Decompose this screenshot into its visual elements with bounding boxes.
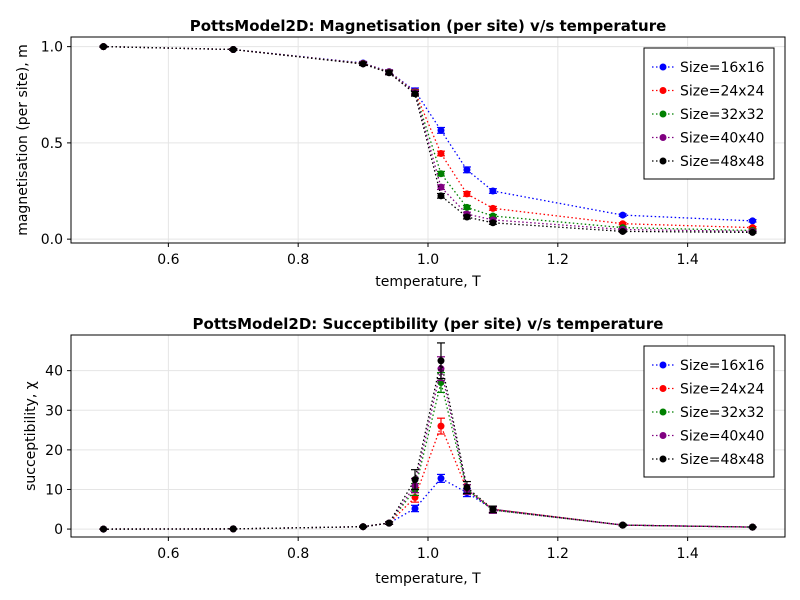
legend-marker [659, 408, 667, 416]
legend-marker [659, 63, 667, 71]
legend-label: Size=24x24 [680, 84, 764, 100]
series-Size=48x48 [99, 342, 757, 533]
x-tick-label: 0.8 [287, 546, 309, 562]
x-tick-label: 1.2 [547, 252, 569, 268]
legend-label: Size=16x16 [680, 358, 764, 374]
data-point [229, 46, 237, 54]
legend-label: Size=40x40 [680, 131, 764, 147]
data-point [385, 519, 393, 527]
x-tick-label: 1.0 [417, 546, 439, 562]
data-point [489, 505, 497, 513]
chart-title: PottsModel2D: Succeptibility (per site) … [193, 315, 664, 333]
y-tick-label: 30 [45, 403, 63, 419]
chart-title: PottsModel2D: Magnetisation (per site) v… [190, 17, 667, 35]
x-axis-label: temperature, T [375, 274, 481, 290]
data-point [463, 166, 471, 174]
legend-marker [659, 385, 667, 392]
legend-label: Size=40x40 [680, 429, 764, 445]
legend-marker [659, 157, 667, 165]
x-axis-label: temperature, T [375, 571, 481, 587]
data-point [411, 90, 419, 98]
y-tick-label: 0 [54, 522, 63, 538]
x-tick-label: 1.0 [417, 252, 439, 268]
series-line [103, 368, 753, 530]
x-tick-label: 1.4 [677, 546, 699, 562]
legend: Size=16x16 Size=24x24 Size=32x32 Size=40x40… [643, 47, 775, 180]
x-tick-label: 0.8 [287, 252, 309, 268]
data-point [99, 43, 107, 51]
x-tick-label: 1.4 [677, 252, 699, 268]
data-point [99, 525, 107, 533]
legend-marker [659, 361, 667, 369]
x-tick-label: 1.2 [547, 546, 569, 562]
legend-label: Size=32x32 [680, 405, 764, 421]
legend: Size=16x16 Size=24x24 Size=32x32 Size=40x40… [643, 345, 775, 478]
y-axis-label: succeptibility, χ [23, 381, 39, 491]
data-point [437, 170, 445, 178]
y-tick-label: 1.0 [41, 40, 63, 56]
chart-panel-2: 0.6 0.8 1.0 1.2 1.4 0 10 20 30 40 PottsModel2D: Su… [23, 315, 786, 587]
y-tick-label: 40 [45, 364, 63, 380]
data-point [385, 69, 393, 77]
series-line [103, 360, 753, 530]
series-Size=48x48 [99, 43, 757, 236]
y-tick-label: 10 [45, 482, 63, 498]
data-point [411, 476, 419, 484]
y-tick-label: 0.5 [41, 136, 63, 152]
data-point [411, 504, 419, 512]
data-point [437, 149, 445, 157]
data-point [749, 217, 757, 225]
x-tick-label: 0.6 [157, 546, 179, 562]
legend-marker [659, 455, 667, 463]
data-point [749, 523, 757, 531]
data-point [437, 192, 445, 200]
data-point [437, 357, 445, 365]
data-point [619, 521, 627, 529]
data-point [437, 422, 445, 430]
y-axis-label: magnetisation (per site), m [15, 44, 31, 236]
y-tick-label: 20 [45, 443, 63, 459]
data-point [359, 523, 367, 531]
data-point [437, 474, 445, 482]
legend-label: Size=32x32 [680, 107, 764, 123]
chart-panel-1: 0.6 0.8 1.0 1.2 1.4 0.0 0.5 1.0 PottsModel2D: Ma… [15, 17, 786, 290]
legend-marker [659, 134, 667, 141]
legend-label: Size=48x48 [680, 154, 764, 170]
data-point [463, 213, 471, 221]
x-tick-label: 0.6 [157, 252, 179, 268]
data-point [619, 227, 627, 235]
legend-marker [659, 87, 667, 94]
y-tick-label: 0.0 [41, 232, 63, 248]
series-line [103, 45, 753, 232]
data-point [437, 126, 445, 134]
legend-label: Size=16x16 [680, 60, 764, 76]
data-point [489, 219, 497, 227]
data-point [749, 228, 757, 236]
data-point [437, 183, 445, 191]
data-point [619, 211, 627, 219]
data-point [229, 525, 237, 533]
data-point [489, 204, 497, 212]
data-point [489, 187, 497, 195]
legend-marker [659, 110, 667, 118]
data-point [359, 60, 367, 68]
legend-marker [659, 432, 667, 439]
data-point [463, 190, 471, 198]
legend-label: Size=24x24 [680, 382, 764, 398]
data-point [463, 483, 471, 491]
legend-label: Size=48x48 [680, 452, 764, 468]
data-point [463, 203, 471, 211]
